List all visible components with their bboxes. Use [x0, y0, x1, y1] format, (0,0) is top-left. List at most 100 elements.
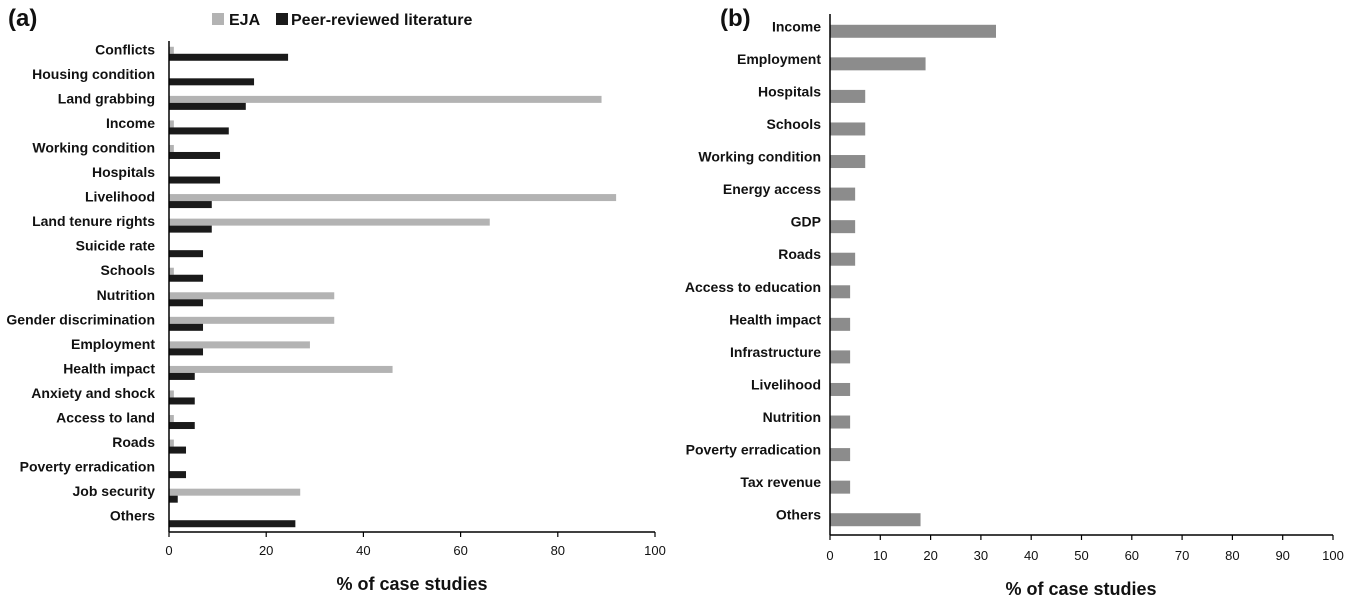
category-label-suicide-rate: Suicide rate [76, 238, 156, 254]
bar-peer-reviewed-literature-others [169, 520, 296, 528]
bar-peer-reviewed-literature-land-tenure-rights [169, 225, 212, 233]
bar-peer-reviewed-literature-poverty-erradication [169, 471, 187, 479]
category-label-income: Income [772, 18, 821, 34]
bar-eja-health-impact [169, 365, 393, 373]
bar-eja-income [169, 120, 174, 128]
x-axis-title: % of case studies [336, 574, 487, 594]
x-tick-label-20: 20 [923, 548, 937, 563]
category-label-access-to-land: Access to land [56, 410, 155, 426]
category-label-tax-revenue: Tax revenue [740, 474, 821, 490]
category-labels: Income Employment Hospitals Schools Working … [685, 18, 821, 522]
bar-income [830, 24, 996, 38]
category-label-schools: Schools [101, 262, 156, 278]
legend-swatch-eja [212, 13, 224, 25]
category-label-roads: Roads [778, 246, 821, 262]
category-label-gdp: GDP [791, 214, 821, 230]
bar-eja-gender-discrimination [169, 316, 335, 324]
bar-poverty-erradication [830, 448, 851, 462]
bars [169, 46, 617, 528]
category-label-gender-discrimination: Gender discrimination [6, 311, 155, 327]
category-label-conflicts: Conflicts [95, 41, 155, 57]
category-label-employment: Employment [71, 336, 155, 352]
category-label-anxiety-and-shock: Anxiety and shock [31, 385, 155, 401]
bar-peer-reviewed-literature-employment [169, 348, 204, 356]
category-label-livelihood: Livelihood [751, 376, 821, 392]
bar-peer-reviewed-literature-schools [169, 274, 204, 282]
x-ticks: 0 10 20 30 40 50 60 70 80 90 100 [826, 535, 1344, 563]
category-label-poverty-erradication: Poverty erradication [686, 442, 821, 458]
bar-energy-access [830, 187, 856, 201]
bar-eja-livelihood [169, 194, 617, 202]
bar-eja-land-tenure-rights [169, 218, 490, 226]
x-tick-label-50: 50 [1074, 548, 1088, 563]
x-tick-label-0: 0 [165, 543, 172, 558]
bar-eja-roads [169, 439, 174, 447]
bar-gdp [830, 220, 856, 234]
x-tick-label-20: 20 [259, 543, 273, 558]
category-label-land-grabbing: Land grabbing [58, 90, 155, 106]
bar-eja-conflicts [169, 46, 174, 54]
bar-eja-schools [169, 267, 174, 275]
legend: EJA Peer-reviewed literature [212, 12, 473, 29]
category-label-nutrition: Nutrition [763, 409, 821, 425]
category-label-schools: Schools [767, 116, 822, 132]
bars [830, 24, 996, 527]
bar-eja-working-condition [169, 144, 174, 152]
category-label-job-security: Job security [73, 483, 156, 499]
bar-eja-land-grabbing [169, 95, 602, 103]
bar-peer-reviewed-literature-livelihood [169, 201, 212, 209]
x-tick-label-40: 40 [356, 543, 370, 558]
bar-peer-reviewed-literature-roads [169, 446, 187, 454]
bar-eja-anxiety-and-shock [169, 390, 174, 398]
bar-peer-reviewed-literature-health-impact [169, 372, 195, 380]
x-tick-label-100: 100 [644, 543, 666, 558]
category-label-roads: Roads [112, 434, 155, 450]
x-tick-label-60: 60 [1125, 548, 1139, 563]
legend-swatch-peer-reviewed [276, 13, 288, 25]
category-label-access-to-education: Access to education [685, 279, 821, 295]
x-tick-label-90: 90 [1275, 548, 1289, 563]
category-label-working-condition: Working condition [698, 149, 821, 165]
bar-peer-reviewed-literature-working-condition [169, 151, 221, 159]
category-label-hospitals: Hospitals [758, 83, 821, 99]
x-tick-label-40: 40 [1024, 548, 1038, 563]
bar-nutrition [830, 415, 851, 429]
panel-b-label: (b) [720, 5, 751, 32]
bar-access-to-education [830, 285, 851, 299]
category-label-housing-condition: Housing condition [32, 66, 155, 82]
x-tick-label-10: 10 [873, 548, 887, 563]
bar-peer-reviewed-literature-anxiety-and-shock [169, 397, 195, 405]
x-tick-label-0: 0 [826, 548, 833, 563]
bar-eja-nutrition [169, 292, 335, 300]
category-label-employment: Employment [737, 51, 821, 67]
category-label-health-impact: Health impact [63, 360, 155, 376]
bar-peer-reviewed-literature-job-security [169, 495, 178, 503]
legend-label-peer-reviewed: Peer-reviewed literature [291, 12, 473, 29]
category-label-poverty-erradication: Poverty erradication [20, 459, 155, 475]
bar-livelihood [830, 382, 851, 396]
bar-peer-reviewed-literature-housing-condition [169, 78, 255, 86]
bar-infrastructure [830, 350, 851, 364]
x-tick-label-80: 80 [551, 543, 565, 558]
category-labels: Conflicts Housing condition Land grabbing I… [6, 41, 155, 523]
panel-a: (a) EJA Peer-reviewed literature Conflic… [6, 5, 665, 594]
bar-peer-reviewed-literature-nutrition [169, 299, 204, 307]
bar-employment [830, 57, 926, 71]
x-tick-label-80: 80 [1225, 548, 1239, 563]
bar-peer-reviewed-literature-conflicts [169, 53, 289, 61]
bar-peer-reviewed-literature-access-to-land [169, 422, 195, 430]
panel-b: (b) Income Employment Hospitals Schools Work… [685, 5, 1344, 599]
category-label-livelihood: Livelihood [85, 189, 155, 205]
bar-others [830, 513, 921, 527]
panel-a-label: (a) [8, 5, 37, 32]
bar-health-impact [830, 317, 851, 331]
bar-hospitals [830, 89, 866, 103]
category-label-hospitals: Hospitals [92, 164, 155, 180]
category-label-health-impact: Health impact [729, 311, 821, 327]
category-label-nutrition: Nutrition [97, 287, 155, 303]
x-tick-label-70: 70 [1175, 548, 1189, 563]
bar-eja-job-security [169, 488, 301, 496]
bar-peer-reviewed-literature-gender-discrimination [169, 323, 204, 331]
legend-label-eja: EJA [229, 12, 261, 29]
